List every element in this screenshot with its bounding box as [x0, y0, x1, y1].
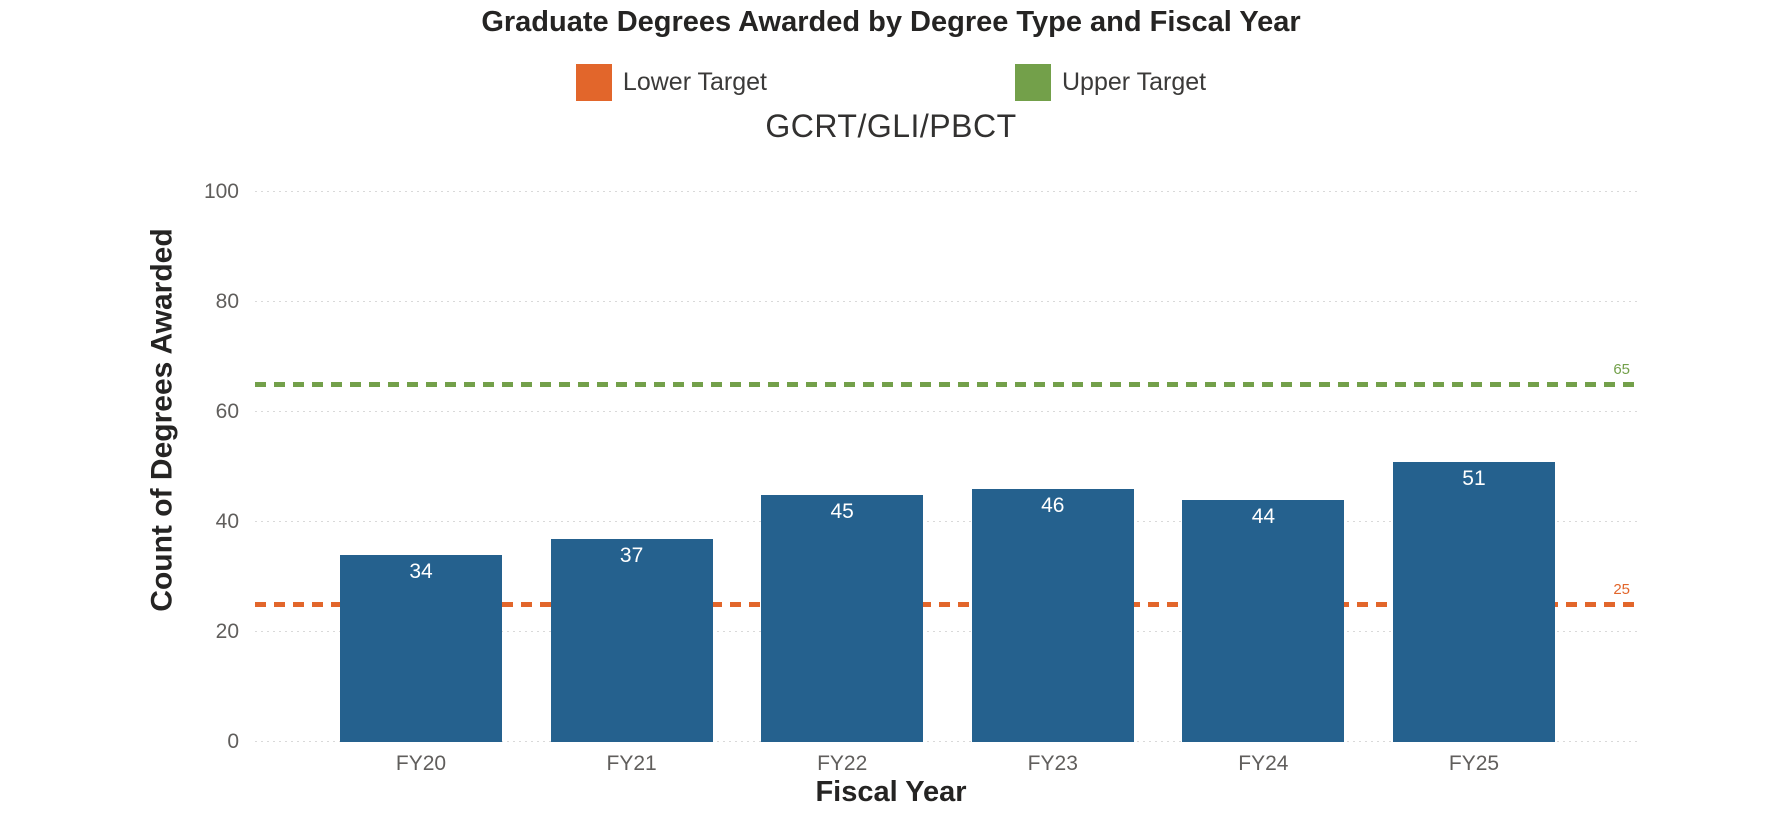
bar-fy22[interactable]: 45	[761, 494, 924, 742]
plot-area: 34 FY20 37 FY21 45 FY22 46 FY23 44 FY24 51 FY25 0 20…	[204, 180, 1640, 775]
bars-row: 34 FY20 37 FY21 45 FY22 46 FY23 44 FY24 51 FY25	[255, 192, 1640, 775]
bar-fy20[interactable]: 34	[340, 555, 502, 742]
legend-label: Lower Target	[622, 68, 767, 96]
bar-value-label: 44	[1251, 505, 1276, 528]
gridline	[255, 301, 1640, 302]
bar-value-label: 34	[409, 560, 433, 583]
reference-line-lower-target: 25	[255, 581, 1640, 607]
y-tick-label: 40	[215, 510, 239, 533]
x-tick-label: FY21	[606, 752, 657, 775]
x-tick-label: FY20	[395, 752, 447, 775]
legend-swatch	[575, 64, 612, 101]
gridline	[255, 411, 1640, 412]
bar-slot: 45 FY22	[761, 192, 924, 775]
reference-line-label: 65	[1613, 361, 1630, 378]
y-axis-title: Count of Degrees Awarded	[146, 228, 179, 612]
bar-slot: 37 FY21	[550, 192, 713, 775]
legend-label: Upper Target	[1062, 68, 1207, 96]
bar-slot: 34 FY20	[340, 192, 502, 775]
chart-title: Graduate Degrees Awarded by Degree Type …	[481, 6, 1301, 38]
bar-slot: 51 FY25	[1392, 192, 1555, 775]
chart-subtitle: GCRT/GLI/PBCT	[765, 108, 1017, 144]
bar-fy24[interactable]: 44	[1182, 500, 1345, 742]
bar-value-label: 37	[619, 543, 644, 567]
gridline	[255, 741, 1640, 742]
reference-line-label: 25	[1613, 581, 1630, 598]
gridline	[255, 521, 1640, 522]
gridline	[255, 631, 1640, 632]
y-tick-label: 80	[215, 290, 239, 313]
x-tick-label: FY23	[1027, 752, 1078, 775]
bar-fy23[interactable]: 46	[971, 489, 1134, 742]
y-tick-label: 0	[227, 730, 239, 753]
legend: Lower Target Upper Target	[0, 64, 1782, 101]
bar-value-label: 45	[830, 499, 854, 523]
reference-line-upper-target: 65	[255, 361, 1640, 387]
legend-swatch	[1015, 64, 1051, 101]
bar-slot: 46 FY23	[971, 192, 1134, 775]
x-axis-title: Fiscal Year	[815, 776, 967, 808]
bar-value-label: 51	[1462, 466, 1486, 490]
bar-fy25[interactable]: 51	[1392, 461, 1555, 742]
legend-item-upper-target[interactable]: Upper Target	[1015, 64, 1206, 101]
y-tick-label: 100	[203, 180, 239, 203]
bar-fy21[interactable]: 37	[550, 538, 713, 742]
x-tick-label: FY24	[1238, 752, 1289, 775]
legend-item-lower-target[interactable]: Lower Target	[575, 64, 767, 101]
bar-slot: 44 FY24	[1182, 192, 1345, 775]
x-tick-label: FY25	[1448, 752, 1500, 775]
y-tick-label: 60	[215, 400, 239, 423]
gridline	[255, 191, 1640, 192]
x-tick-label: FY22	[817, 752, 868, 775]
y-tick-label: 20	[215, 620, 239, 643]
bar-value-label: 46	[1041, 494, 1065, 517]
